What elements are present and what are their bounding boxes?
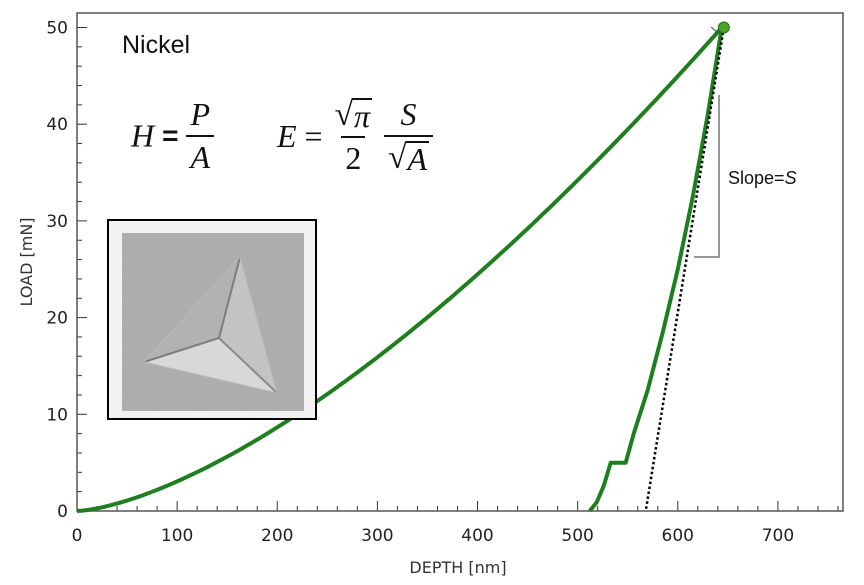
tick-labels: 0 100 200 300 400 500 600 700 0 10 20 30 40 50	[46, 19, 794, 546]
formula-equals: =	[304, 117, 323, 154]
x-tick-label: 500	[561, 526, 593, 546]
radicand-pi: π	[352, 98, 373, 134]
formula-equals: =	[162, 120, 179, 151]
y-tick-label: 50	[46, 19, 68, 39]
peak-tick-mark	[710, 26, 719, 34]
x-tick-label: 700	[762, 526, 794, 546]
fraction-sqrt-pi-over-2: √ π 2	[331, 96, 376, 177]
peak-load-marker	[717, 21, 730, 34]
x-tick-label: 300	[361, 526, 393, 546]
plot-frame	[76, 12, 844, 512]
x-tick-label: 100	[161, 526, 193, 546]
chart-title: Nickel	[122, 31, 191, 59]
hardness-formula: H = P A	[131, 96, 215, 176]
formula-E: E	[277, 117, 297, 154]
formula-H: H	[131, 117, 155, 154]
y-axis-label: LOAD [mN]	[17, 217, 36, 306]
unloading-curve	[588, 27, 724, 513]
slope-bracket	[694, 95, 720, 258]
indent-micrograph-inset	[107, 219, 317, 420]
x-tick-label: 0	[72, 526, 83, 546]
numerator-S: S	[400, 96, 417, 132]
y-tick-label: 40	[46, 115, 68, 135]
y-tick-label: 10	[46, 405, 68, 425]
y-tick-label: 0	[57, 502, 68, 522]
fraction-S-over-sqrt-A: S √ A	[384, 96, 434, 177]
y-tick-label: 30	[46, 212, 68, 232]
loading-curve	[76, 26, 724, 513]
slope-symbol: S	[784, 168, 797, 188]
berkovich-indent-icon	[122, 233, 304, 411]
slope-annotation: Slope=S	[728, 168, 797, 189]
indent-impression-image	[122, 233, 304, 411]
formula-fraction-P-over-A: P A	[186, 96, 215, 176]
denominator-A: A	[186, 135, 215, 176]
denominator-2: 2	[341, 135, 366, 177]
sqrt-icon: √	[388, 139, 407, 176]
slope-prefix: Slope=	[728, 168, 785, 188]
y-tick-label: 20	[46, 309, 68, 329]
x-tick-label: 200	[261, 526, 293, 546]
stiffness-tangent-line	[644, 27, 726, 512]
numerator-P: P	[190, 96, 211, 132]
x-tick-label: 400	[461, 526, 493, 546]
x-axis-label: DEPTH [nm]	[409, 558, 506, 577]
denominator-sqrt-A: √ A	[384, 135, 434, 177]
numerator-sqrt-pi: √ π	[331, 96, 376, 136]
x-tick-label: 600	[662, 526, 694, 546]
modulus-formula: E = √ π 2 S √ A	[277, 96, 434, 177]
sqrt-icon: √	[334, 96, 354, 133]
minor-ticks	[77, 46, 839, 511]
radicand-A: A	[405, 141, 430, 177]
